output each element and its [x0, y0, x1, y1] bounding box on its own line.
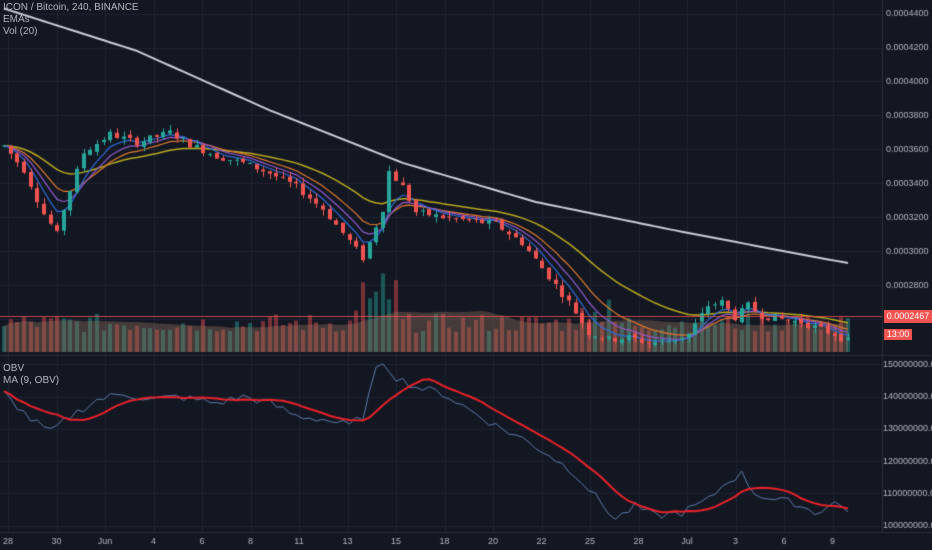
volume-legend: Vol (20)	[3, 26, 38, 37]
obv-legend: OBV	[3, 363, 25, 374]
last-price-tag: 0.0002467	[884, 310, 932, 323]
candle-countdown-tag: 13:00	[884, 329, 912, 340]
obv-ma-legend: MA (9, OBV)	[3, 375, 60, 386]
symbol-legend: ICON / Bitcoin, 240, BINANCE	[3, 2, 139, 13]
emas-legend: EMAs	[3, 14, 30, 25]
